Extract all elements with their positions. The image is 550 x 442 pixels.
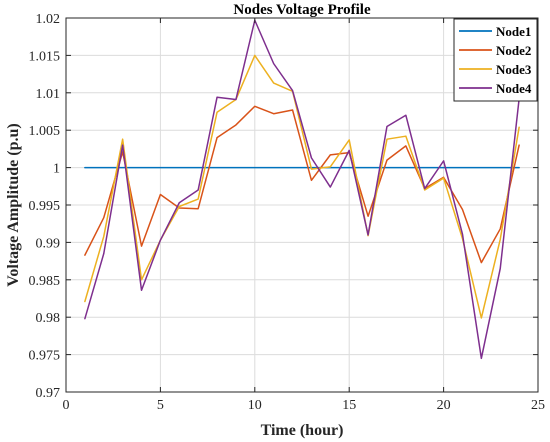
y-tick-label: 1.005 <box>29 124 61 139</box>
y-tick-label: 0.98 <box>36 311 61 326</box>
legend-label: Node3 <box>496 62 532 77</box>
axis-ticks: 0 5 10 15 20 25 0.97 0.975 0.98 0.985 0.99 0.995 1 1.… <box>29 12 546 413</box>
x-axis-title: Time (hour) <box>261 422 344 439</box>
x-tick-label: 15 <box>342 398 356 413</box>
series-line-node4 <box>84 19 520 360</box>
legend-label: Node1 <box>496 24 531 39</box>
x-tick-label: 5 <box>157 398 164 413</box>
y-tick-label: 0.995 <box>29 199 61 214</box>
x-tick-label: 25 <box>531 398 545 413</box>
series-lines <box>84 19 520 360</box>
x-tick-label: 20 <box>437 398 451 413</box>
series-line-node2 <box>84 105 520 264</box>
x-tick-label: 10 <box>248 398 262 413</box>
x-tick-label: 0 <box>63 398 70 413</box>
y-tick-label: 1.01 <box>36 87 61 102</box>
y-tick-label: 1 <box>53 162 60 177</box>
y-tick-label: 0.985 <box>29 274 61 289</box>
y-axis-title: Voltage Amplitude (p.u) <box>5 123 22 286</box>
legend: Node1 Node2 Node3 Node4 <box>453 18 538 102</box>
y-tick-label: 0.97 <box>36 386 61 401</box>
y-tick-label: 1.02 <box>36 12 61 27</box>
y-tick-label: 0.99 <box>36 236 61 251</box>
legend-label: Node2 <box>496 43 531 58</box>
chart-title: Nodes Voltage Profile <box>233 2 371 18</box>
y-tick-label: 0.975 <box>29 349 61 364</box>
legend-label: Node4 <box>496 81 532 96</box>
y-tick-label: 1.015 <box>29 49 61 64</box>
